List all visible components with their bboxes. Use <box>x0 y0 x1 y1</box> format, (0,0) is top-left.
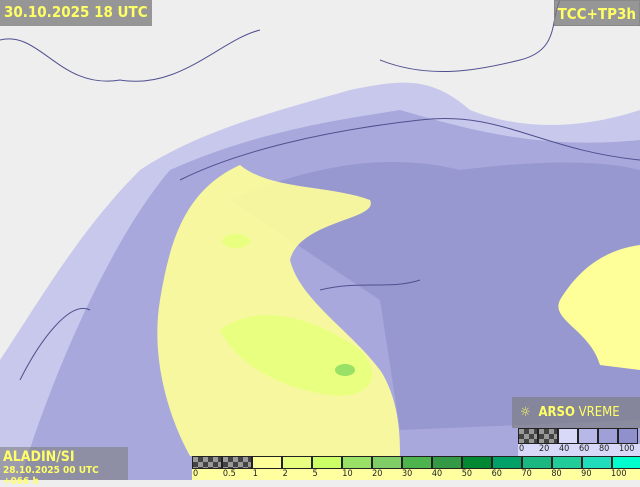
legend-cell <box>538 428 558 444</box>
legend-tick: 40 <box>431 469 443 479</box>
legend-cell <box>342 456 372 469</box>
cloud-cover-ticks: 0 20 40 60 80 100 <box>518 444 640 456</box>
legend-cell <box>492 456 522 469</box>
cloud-dense <box>230 161 640 430</box>
precip-core <box>335 364 355 376</box>
legend-cell <box>282 456 312 469</box>
precip-east <box>558 245 640 370</box>
legend-tick: 0 <box>193 469 199 479</box>
legend-cell <box>372 456 402 469</box>
legend-tick: 50 <box>461 469 473 479</box>
legend-cell <box>312 456 342 469</box>
legend-cell <box>432 456 462 469</box>
legend-tick: 70 <box>521 469 532 479</box>
logo-bold: ARSO <box>538 405 575 420</box>
legend-tick: 80 <box>551 469 562 479</box>
legend-tick: 0 <box>519 444 525 454</box>
logo-normal: VREME <box>578 405 620 420</box>
legend-cell <box>612 456 640 469</box>
legend-cell <box>558 428 578 444</box>
precip-moderate <box>220 315 373 396</box>
legend-tick: 20 <box>372 469 383 479</box>
legend-cell <box>552 456 582 469</box>
legend-cell <box>578 428 598 444</box>
legend-tick: 2 <box>282 469 288 479</box>
legend-cell <box>582 456 612 469</box>
legend-cell <box>522 456 552 469</box>
product-label: TCC+TP3h <box>553 0 640 26</box>
legend-tick: 10 <box>342 469 353 479</box>
legend-tick: 40 <box>559 444 570 454</box>
precip-legend <box>192 456 640 469</box>
legend-cell <box>618 428 638 444</box>
legend-tick: 90 <box>581 469 592 479</box>
cloud-cover-legend <box>518 428 638 444</box>
legend-tick: 80 <box>599 444 610 454</box>
legend-tick: 5 <box>312 469 318 479</box>
legend-cell <box>192 456 222 469</box>
valid-time-label: 30.10.2025 18 UTC <box>0 0 152 26</box>
legend-tick: 1 <box>252 469 258 479</box>
legend-cell <box>462 456 492 469</box>
legend-tick: 100 <box>619 444 635 454</box>
model-run: 28.10.2025 00 UTC +066 h <box>3 465 99 487</box>
legend-cell <box>402 456 432 469</box>
legend-tick: 20 <box>539 444 550 454</box>
legend-tick: 0.5 <box>222 469 236 479</box>
sun-cloud-icon: ☼ <box>520 405 531 420</box>
legend-tick: 60 <box>491 469 502 479</box>
legend-tick: 30 <box>402 469 413 479</box>
model-name: ALADIN/SI <box>3 449 75 465</box>
legend-cell <box>222 456 252 469</box>
model-info: ALADIN/SI 28.10.2025 00 UTC +066 h <box>0 447 128 487</box>
legend-cell <box>518 428 538 444</box>
legend-tick: 100 <box>611 469 627 479</box>
borders <box>0 0 640 381</box>
precip-ticks: 0 0.5 1 2 5 10 20 30 40 50 60 70 80 90 100 <box>192 469 640 480</box>
legend-tick: 60 <box>579 444 590 454</box>
legend-cell <box>598 428 618 444</box>
legend-cell <box>252 456 282 469</box>
arso-logo: ☼ ARSO VREME <box>512 397 640 428</box>
